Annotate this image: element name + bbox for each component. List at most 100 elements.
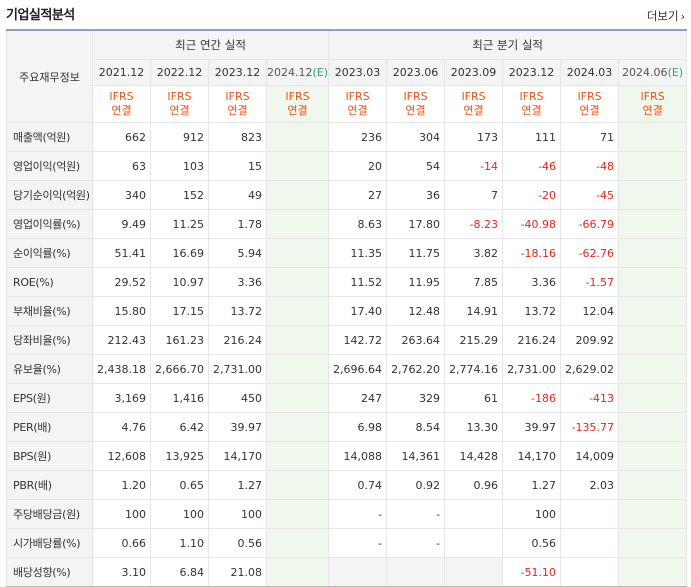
table-cell: 1.20 xyxy=(92,470,151,500)
table-row: PBR(배) 1.20 0.65 1.27 0.74 0.92 0.96 1.27 2.03 xyxy=(6,470,688,500)
row-label: 유보율(%) xyxy=(6,354,93,384)
ifrs-label: IFRS xyxy=(461,90,486,103)
row-label: 시가배당률(%) xyxy=(6,528,93,558)
table-cell xyxy=(618,180,688,210)
table-cell xyxy=(618,122,688,152)
table-row: EPS(원) 3,169 1,416 450 247 329 61 -186 -413 xyxy=(6,383,688,413)
ifrs-badge: IFRS 연결 xyxy=(208,85,267,123)
table-cell xyxy=(265,499,330,529)
table-cell: 14,428 xyxy=(444,441,504,471)
table-cell: 6.98 xyxy=(328,412,388,442)
row-label: BPS(원) xyxy=(6,441,93,471)
table-row: 시가배당률(%) 0.66 1.10 0.56- -0.56 xyxy=(6,528,688,558)
table-row: 배당성향(%) 3.10 6.84 21.08 -51.10 xyxy=(6,557,688,587)
table-cell: 6.42 xyxy=(150,412,209,442)
period-label: 2021.12 xyxy=(98,66,145,79)
table-cell: 51.41 xyxy=(92,238,151,268)
table-cell: - xyxy=(386,499,446,529)
table-cell: 2,629.02 xyxy=(560,354,620,384)
table-cell: 39.97 xyxy=(208,412,267,442)
table-cell: 13.72 xyxy=(208,296,267,326)
table-cell xyxy=(560,528,620,558)
table-cell: 7.85 xyxy=(444,267,504,297)
table-cell: 247 xyxy=(328,383,388,413)
table-cell xyxy=(618,557,688,587)
table-cell: 0.66 xyxy=(92,528,151,558)
table-cell: 12.04 xyxy=(560,296,620,326)
table-cell: 304 xyxy=(386,122,446,152)
table-cell: 4.76 xyxy=(92,412,151,442)
table-cell xyxy=(265,412,330,442)
row-label: 주당배당금(원) xyxy=(6,499,93,529)
period-label: 2022.12 xyxy=(156,66,203,79)
row-label: 영업이익(억원) xyxy=(6,151,93,181)
row-label: PER(배) xyxy=(6,412,93,442)
table-cell: 1,416 xyxy=(150,383,209,413)
ifrs-badge: IFRS 연결 xyxy=(444,85,504,123)
table-cell: 20 xyxy=(328,151,388,181)
table-cell: 9.49 xyxy=(92,209,151,239)
consolidation-label: 연결 xyxy=(111,104,132,117)
table-cell: 8.63 xyxy=(328,209,388,239)
consolidation-label: 연결 xyxy=(169,104,190,117)
table-cell: 2,774.16 xyxy=(444,354,504,384)
table-cell xyxy=(618,412,688,442)
table-cell: 1.27 xyxy=(208,470,267,500)
annual-group-header: 최근 연간 실적 xyxy=(91,29,330,60)
table-row: 영업이익(억원) 63 103 15 20 54 -14 -46 -48 xyxy=(6,151,688,181)
period-header: 2023.09 xyxy=(444,59,504,86)
table-cell xyxy=(618,267,688,297)
table-cell: 100 xyxy=(92,499,151,529)
table-row: 당좌비율(%) 212.43 161.23 216.24 142.72 263.64 215… xyxy=(6,325,688,355)
quarter-group-header: 최근 분기 실적 xyxy=(328,29,688,60)
table-cell: 13,925 xyxy=(150,441,209,471)
table-cell xyxy=(618,441,688,471)
table-cell: 2,696.64 xyxy=(328,354,388,384)
table-cell xyxy=(618,383,688,413)
table-cell xyxy=(444,528,504,558)
table-cell: 5.94 xyxy=(208,238,267,268)
table-cell: 216.24 xyxy=(208,325,267,355)
table-cell: 11.95 xyxy=(386,267,446,297)
table-cell xyxy=(265,238,330,268)
table-cell: - xyxy=(386,528,446,558)
table-row: PER(배) 4.76 6.42 39.97 6.98 8.54 13.30 39.97 -13… xyxy=(6,412,688,442)
table-cell: 39.97 xyxy=(502,412,562,442)
period-header: 2024.12(E) xyxy=(265,59,330,86)
table-cell: 0.92 xyxy=(386,470,446,500)
table-cell xyxy=(265,528,330,558)
ifrs-label: IFRS xyxy=(109,90,134,103)
table-cell: 13.30 xyxy=(444,412,504,442)
table-cell xyxy=(265,267,330,297)
period-header: 2023.06 xyxy=(386,59,446,86)
table-cell: 6.84 xyxy=(150,557,209,587)
row-label: ROE(%) xyxy=(6,267,93,297)
table-cell: 103 xyxy=(150,151,209,181)
table-cell: 823 xyxy=(208,122,267,152)
consolidation-label: 연결 xyxy=(227,104,248,117)
period-label: 2023.09 xyxy=(450,66,497,79)
table-cell: 329 xyxy=(386,383,446,413)
table-cell: 8.54 xyxy=(386,412,446,442)
table-cell: 3.10 xyxy=(92,557,151,587)
table-cell xyxy=(618,151,688,181)
table-cell: 0.56 xyxy=(208,528,267,558)
more-link[interactable]: 더보기 › xyxy=(647,8,685,24)
consolidation-label: 연결 xyxy=(347,104,368,117)
table-cell: 215.29 xyxy=(444,325,504,355)
table-cell xyxy=(265,180,330,210)
table-cell: -66.79 xyxy=(560,209,620,239)
table-cell xyxy=(618,209,688,239)
ifrs-badge: IFRS 연결 xyxy=(150,85,209,123)
ifrs-badge: IFRS 연결 xyxy=(618,85,688,123)
table-row: 매출액(억원) 662 912 823 236 304 173 111 71 xyxy=(6,122,688,152)
financial-summary-table: 주요재무정보 최근 연간 실적 최근 분기 실적 2021.12 2022.12 2… xyxy=(6,29,688,587)
table-row: ROE(%) 29.52 10.97 3.36 11.52 11.95 7.85 3.36 -1… xyxy=(6,267,688,297)
table-cell: 662 xyxy=(92,122,151,152)
ifrs-badge: IFRS 연결 xyxy=(560,85,620,123)
table-cell: 14,170 xyxy=(208,441,267,471)
table-cell: 152 xyxy=(150,180,209,210)
table-cell xyxy=(265,354,330,384)
table-cell: 54 xyxy=(386,151,446,181)
period-header: 2022.12 xyxy=(150,59,209,86)
